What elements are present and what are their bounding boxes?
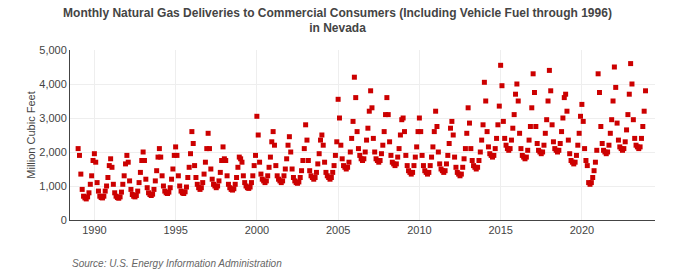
svg-text:0: 0: [61, 214, 67, 226]
svg-text:2000: 2000: [245, 224, 269, 236]
svg-text:2,000: 2,000: [39, 146, 67, 158]
svg-text:2005: 2005: [326, 224, 350, 236]
svg-text:Million Cubic Feet: Million Cubic Feet: [25, 91, 37, 178]
svg-text:4,000: 4,000: [39, 78, 67, 90]
svg-text:5,000: 5,000: [39, 44, 67, 56]
svg-text:2020: 2020: [570, 224, 594, 236]
svg-text:3,000: 3,000: [39, 112, 67, 124]
svg-text:1995: 1995: [163, 224, 187, 236]
svg-text:Monthly Natural Gas Deliveries: Monthly Natural Gas Deliveries to Commer…: [63, 6, 612, 36]
svg-text:1990: 1990: [82, 224, 106, 236]
svg-text:1,000: 1,000: [39, 180, 67, 192]
svg-text:2015: 2015: [488, 224, 512, 236]
svg-text:Source: U.S. Energy Informatio: Source: U.S. Energy Information Administ…: [72, 258, 282, 269]
svg-text:2010: 2010: [407, 224, 431, 236]
